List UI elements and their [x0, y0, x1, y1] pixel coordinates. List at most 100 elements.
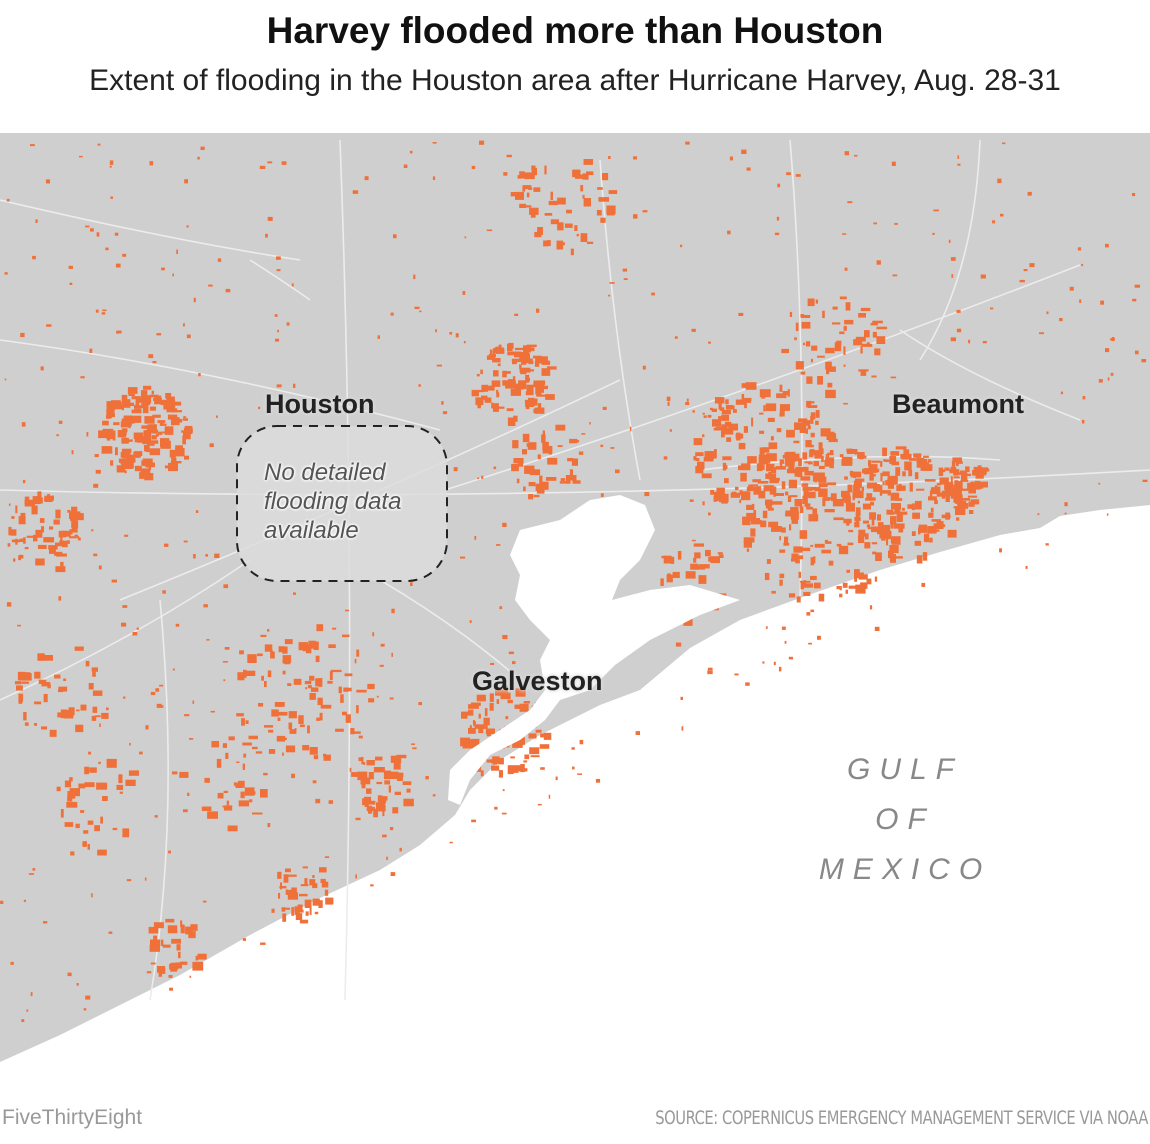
flood-patch: [80, 376, 85, 379]
flood-patch: [560, 478, 565, 481]
flood-patch: [730, 492, 740, 498]
flood-patch: [854, 569, 860, 578]
flood-patch: [518, 352, 529, 355]
flood-patch: [738, 442, 746, 450]
flood-patch: [159, 684, 164, 687]
flood-patch: [94, 825, 100, 832]
road: [0, 559, 251, 701]
flood-patch: [97, 849, 107, 856]
flood-patch: [18, 555, 21, 561]
flood-patch: [959, 503, 969, 509]
flood-patch: [713, 495, 717, 502]
flood-patch: [398, 772, 404, 778]
flood-patch: [56, 786, 61, 792]
flood-patch: [548, 794, 551, 799]
flood-patch: [122, 253, 127, 257]
flood-patch: [91, 715, 97, 721]
flood-patch: [890, 537, 899, 544]
flood-patch: [523, 701, 530, 704]
flood-patch: [394, 791, 401, 795]
flood-patch: [714, 449, 717, 452]
flood-patch: [41, 526, 44, 533]
flood-patch: [886, 536, 889, 546]
flood-patch: [818, 465, 825, 469]
flood-patch: [931, 519, 941, 522]
flood-patch: [803, 591, 811, 596]
flood-patch: [531, 165, 536, 171]
flood-patch: [98, 430, 108, 439]
flood-patch: [526, 192, 530, 198]
flood-patch: [574, 225, 578, 231]
flood-patch: [101, 712, 109, 719]
flood-patch: [708, 556, 717, 562]
flood-patch: [1098, 482, 1101, 485]
flood-patch: [808, 514, 819, 522]
flood-patch: [78, 783, 86, 789]
flood-patch: [309, 675, 315, 681]
flood-patch: [112, 434, 116, 441]
flood-patch: [717, 552, 723, 555]
flood-patch: [890, 451, 900, 456]
flood-patch: [740, 472, 747, 482]
flood-patch: [313, 641, 319, 650]
flood-patch: [291, 283, 294, 287]
flood-patch: [126, 879, 132, 882]
flood-patch: [773, 661, 776, 666]
flood-patch: [839, 454, 844, 458]
flood-patch: [111, 579, 117, 583]
flood-patch: [707, 667, 713, 671]
flood-patch: [555, 424, 566, 431]
flood-patch: [541, 368, 551, 376]
flood-patch: [495, 688, 503, 696]
flood-patch: [460, 737, 470, 747]
flood-patch: [864, 542, 871, 549]
flood-patch: [355, 817, 361, 821]
flood-patch: [471, 389, 479, 397]
flood-patch: [743, 537, 755, 543]
flood-patch: [951, 490, 962, 495]
flood-patch: [808, 491, 816, 499]
flood-patch: [784, 536, 789, 544]
flood-patch: [929, 537, 933, 543]
flood-patch: [56, 434, 59, 437]
flood-patch: [674, 336, 678, 339]
flood-patch: [810, 609, 815, 613]
flood-patch: [752, 518, 757, 521]
flood-patch: [391, 652, 393, 657]
flood-patch: [815, 299, 818, 304]
flood-patch: [685, 571, 696, 579]
flood-patch: [950, 491, 962, 499]
flood-patch: [866, 342, 870, 346]
flood-patch: [721, 409, 731, 415]
flood-patch: [844, 267, 848, 271]
flood-patch: [242, 938, 246, 941]
flood-patch: [462, 291, 466, 295]
flood-patch: [781, 527, 786, 533]
flood-patch: [712, 419, 722, 427]
flood-patch: [868, 464, 878, 473]
flood-patch: [1105, 243, 1109, 248]
flood-patch: [934, 529, 940, 532]
flood-patch: [184, 425, 193, 434]
flood-patch: [681, 726, 684, 731]
flood-patch: [486, 759, 497, 763]
flood-patch: [93, 483, 99, 488]
flood-patch: [236, 713, 244, 717]
flood-patch: [499, 606, 503, 610]
flood-patch: [160, 399, 170, 406]
flood-patch: [363, 762, 366, 765]
flood-patch: [291, 773, 295, 779]
flood-patch: [198, 373, 201, 377]
flood-patch: [920, 466, 931, 471]
flood-patch: [239, 650, 244, 655]
flood-patch: [150, 691, 156, 696]
flood-patch: [258, 406, 261, 410]
flood-patch: [153, 922, 164, 929]
flood-patch: [152, 414, 161, 418]
flood-patch: [979, 468, 990, 472]
flood-patch: [589, 422, 591, 425]
flood-patch: [390, 755, 402, 763]
flood-patch: [66, 801, 78, 808]
flood-patch: [822, 310, 825, 318]
flood-patch: [249, 799, 253, 803]
